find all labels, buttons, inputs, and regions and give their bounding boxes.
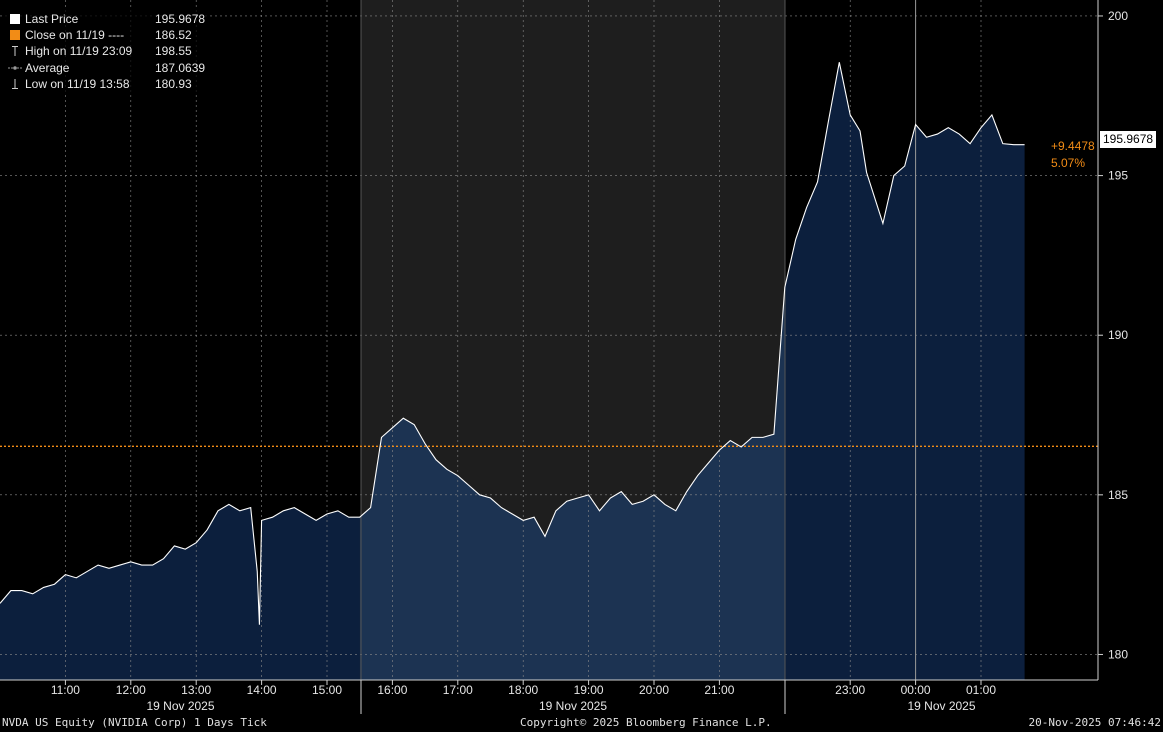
legend-high-label: High on 11/19 23:09 <box>25 44 133 59</box>
x-tick-label: 20:00 <box>639 683 669 697</box>
legend-low: Low on 11/19 13:58 180.93 <box>8 76 205 92</box>
price-change-pct: 5.07% <box>1051 156 1086 170</box>
price-line <box>0 62 1025 625</box>
legend-high-value: 198.55 <box>155 44 192 59</box>
x-tick-label: 00:00 <box>901 683 931 697</box>
x-tick-label: 19:00 <box>574 683 604 697</box>
price-chart: 180 185 190 195 200 11:00 12:00 13:00 14:00 15:00… <box>0 0 1128 714</box>
x-tick-label: 17:00 <box>443 683 473 697</box>
legend-average-value: 187.0639 <box>155 60 206 75</box>
legend-low-value: 180.93 <box>155 76 192 91</box>
low-marker-icon <box>8 78 22 90</box>
white-square-icon <box>10 14 20 25</box>
price-area <box>0 62 1025 680</box>
y-tick-label: 185 <box>1108 488 1128 502</box>
security-description: NVDA US Equity (NVIDIA Corp) 1 Days Tick <box>2 716 267 729</box>
legend-close-value: 186.52 <box>155 28 192 43</box>
legend-close-label: Close on 11/19 ---- <box>25 28 125 43</box>
legend-last-price-value: 195.9678 <box>155 12 206 26</box>
y-tick-label: 195 <box>1108 169 1128 183</box>
legend-low-label: Low on 11/19 13:58 <box>25 76 130 91</box>
orange-square-icon <box>10 30 20 41</box>
x-date-label: 19 Nov 2025 <box>146 699 214 713</box>
axes: 180 185 190 195 200 11:00 12:00 13:00 14:00 15:00… <box>0 0 1128 714</box>
chart-legend: Last Price 195.9678 Close on 11/19 ---- … <box>4 10 210 94</box>
gridlines <box>0 0 1098 680</box>
x-tick-label: 11:00 <box>51 683 80 697</box>
x-tick-label: 01:00 <box>966 683 996 697</box>
area-fill-morning <box>0 504 360 680</box>
y-tick-label: 200 <box>1108 9 1128 23</box>
x-tick-label: 23:00 <box>835 683 865 697</box>
price-line-layer <box>0 62 1025 625</box>
legend-close: Close on 11/19 ---- 186.52 <box>8 27 205 43</box>
timestamp: 20-Nov-2025 07:46:42 <box>1028 716 1161 729</box>
x-tick-label: 21:00 <box>704 683 734 697</box>
x-tick-label: 13:00 <box>181 683 211 697</box>
x-tick-label: 18:00 <box>508 683 538 697</box>
x-tick-label: 14:00 <box>247 683 277 697</box>
x-tick-label: 12:00 <box>116 683 146 697</box>
legend-average-label: Average <box>25 60 70 75</box>
x-date-label: 19 Nov 2025 <box>539 699 607 713</box>
high-marker-icon <box>8 45 22 57</box>
legend-average: Average 187.0639 <box>8 60 205 76</box>
price-change-abs: +9.4478 <box>1051 139 1095 153</box>
y-tick-label: 180 <box>1108 647 1128 661</box>
average-marker-icon <box>8 62 22 74</box>
x-tick-label: 15:00 <box>312 683 342 697</box>
x-tick-label: 16:00 <box>377 683 407 697</box>
legend-last-price: Last Price 195.9678 <box>8 11 205 27</box>
legend-last-price-label: Last Price <box>25 12 79 26</box>
y-tick-label: 190 <box>1108 328 1128 342</box>
legend-high: High on 11/19 23:09 198.55 <box>8 43 205 59</box>
area-fill-afternoon <box>359 287 785 680</box>
area-fill-overnight <box>784 62 1025 680</box>
copyright-text: Copyright© 2025 Bloomberg Finance L.P. <box>520 716 772 729</box>
x-date-label: 19 Nov 2025 <box>907 699 975 713</box>
last-price-tag: 195.9678 <box>1100 131 1157 148</box>
chart-footer: NVDA US Equity (NVIDIA Corp) 1 Days Tick… <box>0 715 1163 732</box>
